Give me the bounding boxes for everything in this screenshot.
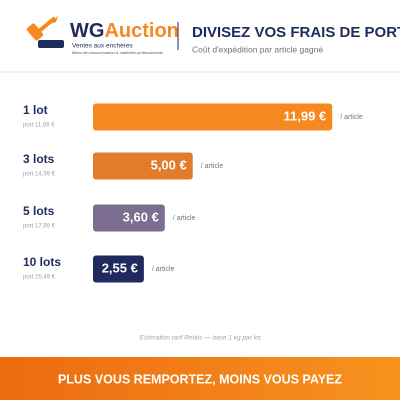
chart-subtitle: Coût d'expédition par article gagné [192,44,323,54]
brand-subline: Biens de consommation & matériels profes… [72,50,163,55]
brand-tagline: Ventes aux enchères [72,43,133,50]
category-label: 5 lots [23,204,55,218]
unit-label: / article [201,163,224,170]
value-label: 5,00 € [151,157,187,172]
bar [93,204,165,232]
bar [93,152,193,180]
category-note: port 25,49 € [23,275,56,281]
banner [0,357,400,400]
unit-label: / article [340,114,363,121]
logo-icon [26,16,64,48]
banner-text: PLUS VOUS REMPORTEZ, MOINS VOUS PAYEZ [58,372,342,386]
category-note: port 17,99 € [23,224,56,230]
brand-name: WGAuction [70,20,179,42]
value-label: 3,60 € [123,209,159,224]
category-label: 3 lots [23,152,55,166]
footnote: Estimation tarif Relais — base 1 kg par … [139,335,261,342]
category-label: 10 lots [23,255,61,269]
brand-prefix: WG [70,20,104,42]
bar [93,255,144,283]
brand-suffix: Auction [104,20,178,42]
unit-label: / article [173,215,196,222]
category-note: port 11,99 € [23,123,55,129]
bar [93,103,333,131]
value-label: 2,55 € [102,260,138,275]
category-note: port 14,99 € [23,172,56,178]
category-label: 1 lot [23,103,48,117]
value-label: 11,99 € [284,108,327,123]
chart-title: DIVISEZ VOS FRAIS DE PORT [192,24,400,41]
unit-label: / article [152,266,175,273]
